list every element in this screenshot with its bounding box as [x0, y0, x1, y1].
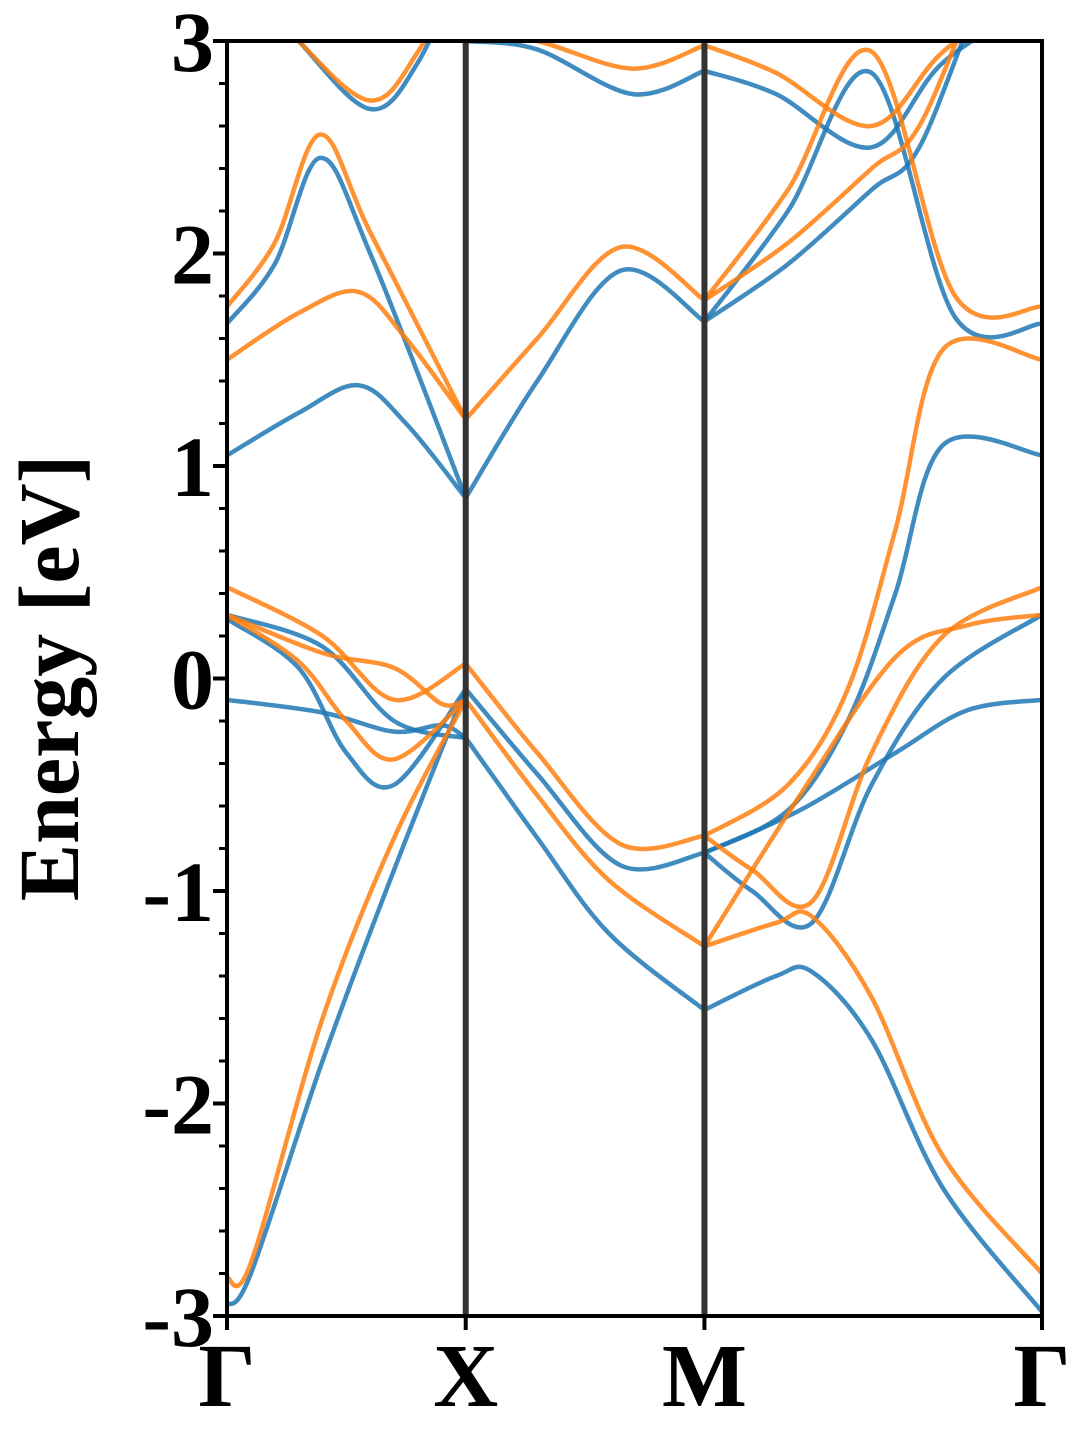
- band-line-series-2-8: [463, 244, 707, 422]
- band-line-series-2-2: [227, 132, 468, 422]
- band-line-series-2-6: [227, 697, 468, 1289]
- y-tick-label: 0: [171, 632, 214, 728]
- band-line-series-1-17: [702, 697, 1042, 856]
- x-tick-label: Γ: [198, 1327, 255, 1426]
- band-line-series-2-5: [227, 612, 468, 708]
- band-line-series-1-9: [463, 686, 707, 872]
- y-tick-label: 1: [171, 419, 214, 515]
- y-tick-label: -1: [142, 844, 214, 940]
- plot-frame: [225, 39, 1044, 1318]
- band-line-series-1-18: [702, 41, 976, 150]
- band-line-series-2-13: [702, 41, 959, 303]
- band-line-series-1-13: [702, 41, 965, 324]
- band-line-series-2-10: [463, 697, 707, 949]
- band-line-series-2-14: [702, 336, 1042, 839]
- band-line-series-1-7: [227, 616, 468, 790]
- band-line-series-1-6: [227, 686, 468, 1308]
- y-axis: -3 -2 -1 0 1 2 3: [142, 0, 227, 1365]
- bands-layer: [227, 41, 1042, 1315]
- band-line-series-2-4: [227, 584, 468, 703]
- band-line-series-2-3: [227, 288, 468, 422]
- band-line-series-2-7: [227, 612, 468, 762]
- band-line-series-2-16: [702, 584, 1042, 910]
- band-line-series-1-1: [295, 41, 432, 112]
- band-line-series-1-2: [227, 155, 468, 501]
- y-tick-label: -2: [142, 1057, 214, 1153]
- band-line-series-2-12: [702, 47, 1042, 320]
- band-line-series-2-1: [295, 41, 427, 103]
- x-tick-label: M: [662, 1327, 747, 1426]
- y-tick-label: 3: [171, 0, 214, 90]
- y-tick-label: -3: [142, 1269, 214, 1365]
- band-line-series-2-17: [702, 612, 1042, 949]
- high-symmetry-lines: [462, 41, 708, 1316]
- y-tick-label: 2: [171, 207, 214, 303]
- band-line-series-2-9: [463, 661, 707, 852]
- band-line-series-1-15: [702, 964, 1042, 1315]
- x-tick-label: Γ: [1013, 1327, 1070, 1426]
- band-line-series-1-11: [463, 41, 707, 97]
- band-line-series-1-8: [463, 267, 707, 501]
- band-line-series-1-12: [702, 68, 1042, 340]
- band-line-series-1-16: [702, 612, 1042, 930]
- x-tick-label: X: [433, 1327, 498, 1426]
- y-axis-title: Energy [eV]: [1, 455, 97, 902]
- band-line-series-2-15: [702, 909, 1042, 1276]
- band-line-series-2-11: [526, 41, 707, 71]
- band-line-series-1-10: [463, 735, 707, 1013]
- band-line-series-1-3: [227, 383, 468, 501]
- band-line-series-2-18: [702, 41, 960, 129]
